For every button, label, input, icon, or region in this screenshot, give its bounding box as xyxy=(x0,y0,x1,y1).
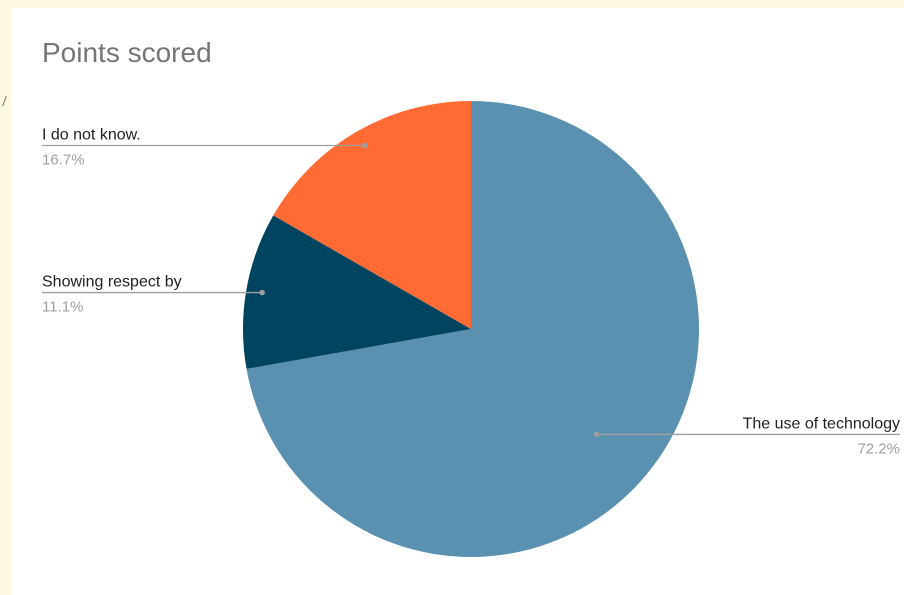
pie-slice-2 xyxy=(243,215,471,369)
leader-dot-1 xyxy=(594,431,600,438)
pie-slice-3 xyxy=(273,101,471,329)
chart-card: Points scored The use of technology 72.2%… xyxy=(12,8,904,595)
pie-slices xyxy=(243,101,699,557)
slice-labels: The use of technology 72.2% Showing respec… xyxy=(42,126,900,457)
chart-title: Points scored xyxy=(42,37,212,68)
slice-percent-1: 72.2% xyxy=(857,440,900,457)
slice-percent-3: 16.7% xyxy=(42,151,85,168)
edge-mark xyxy=(0,96,7,106)
slice-label-3: I do not know. xyxy=(42,126,141,143)
pie-chart: Points scored The use of technology 72.2%… xyxy=(42,37,900,557)
leader-dot-2 xyxy=(259,289,265,296)
slice-percent-2: 11.1% xyxy=(42,299,83,316)
slice-label-1: The use of technology xyxy=(743,415,900,432)
pie-slice-1 xyxy=(246,101,699,557)
slice-label-2: Showing respect by xyxy=(42,274,182,291)
leader-dot-3 xyxy=(361,142,368,149)
